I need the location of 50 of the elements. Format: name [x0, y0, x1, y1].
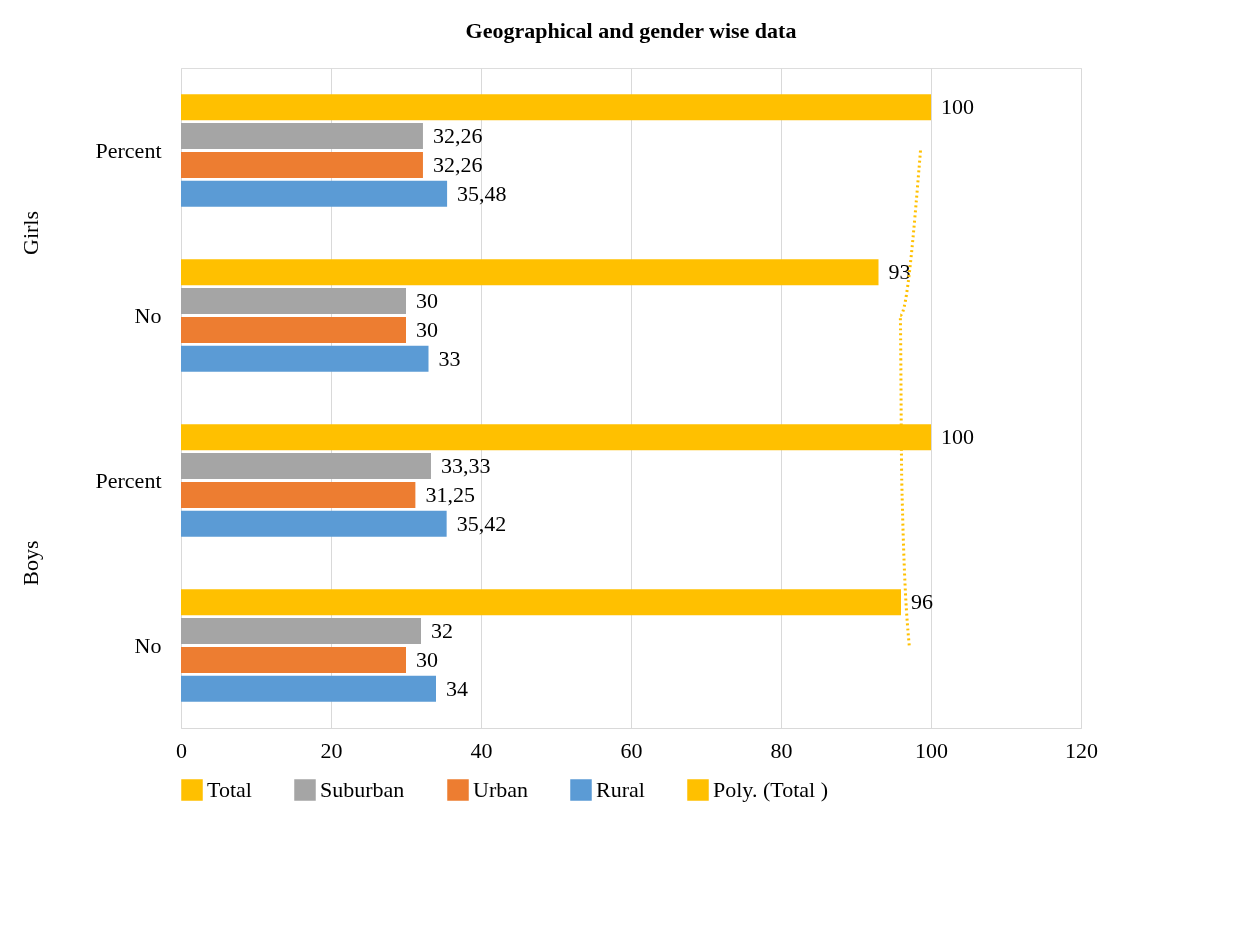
data-label: 100: [941, 424, 974, 450]
bar: [181, 151, 423, 178]
bar: [181, 316, 406, 343]
legend-label: Suburban: [320, 777, 405, 802]
legend-label: Urban: [473, 777, 528, 802]
x-tick-label: 100: [915, 737, 948, 763]
x-tick-label: 60: [620, 737, 643, 763]
data-label: 100: [941, 94, 974, 120]
bar: [181, 618, 421, 645]
data-label: 32: [431, 618, 453, 644]
text: Boys: [18, 540, 43, 586]
bar: [181, 453, 431, 480]
x-tick-label: 120: [1065, 737, 1098, 763]
bar: [181, 180, 448, 207]
bar: [181, 481, 416, 508]
data-label: 31,25: [425, 481, 475, 507]
bar: [181, 123, 423, 150]
data-label: 32,26: [432, 151, 483, 177]
x-tick-label: 80: [770, 737, 793, 763]
y-tick-label: No: [134, 302, 162, 328]
legend-label: Poly. (Total ): [713, 777, 828, 802]
bar: [181, 259, 879, 286]
data-label: 30: [416, 288, 438, 314]
y-tick-label: Percent: [95, 467, 162, 493]
bar: [181, 589, 901, 616]
bar: [181, 345, 429, 372]
data-label: 96: [911, 589, 933, 615]
text: Girls: [18, 211, 43, 255]
legend-label: Rural: [596, 777, 645, 802]
bar: [181, 288, 406, 315]
y-tick-label: No: [134, 632, 162, 658]
bar: [181, 646, 406, 673]
x-tick-label: 40: [470, 737, 493, 763]
data-label: 30: [416, 646, 438, 672]
bar: [181, 510, 447, 537]
data-label: 93: [888, 259, 911, 285]
x-tick-label: 20: [320, 737, 343, 763]
bar: [181, 675, 436, 702]
chart-title: Geographical and gender wise data: [465, 18, 797, 43]
bar: [181, 94, 931, 121]
data-label: 33: [438, 345, 461, 371]
data-label: 33,33: [440, 453, 491, 479]
y-tick-label: Percent: [95, 137, 162, 163]
data-label: 34: [446, 675, 468, 701]
legend-label: Total: [207, 777, 252, 802]
data-label: 32,26: [432, 123, 483, 149]
data-label: 30: [416, 316, 438, 342]
data-label: 35,48: [457, 180, 507, 206]
x-tick-label: 0: [176, 737, 187, 763]
data-label: 35,42: [456, 510, 507, 536]
